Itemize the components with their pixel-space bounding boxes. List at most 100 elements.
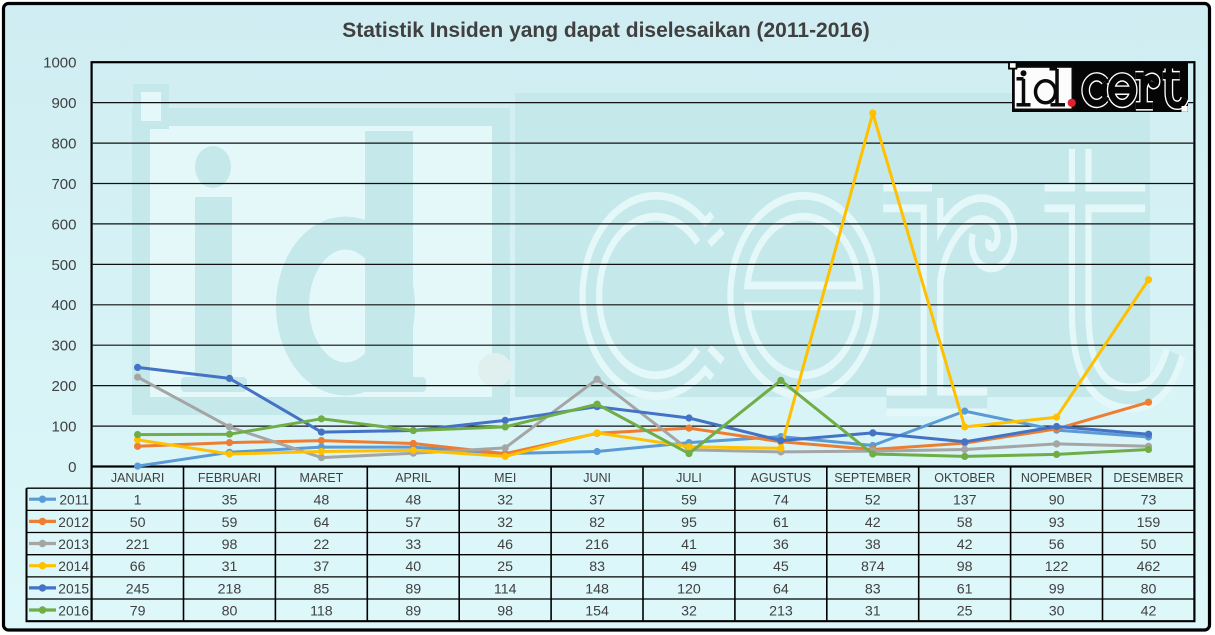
svg-text:100: 100 <box>51 419 76 436</box>
svg-text:218: 218 <box>218 581 242 597</box>
svg-text:32: 32 <box>681 603 697 619</box>
svg-text:JANUARI: JANUARI <box>111 471 164 485</box>
svg-text:DESEMBER: DESEMBER <box>1113 471 1183 485</box>
svg-text:46: 46 <box>497 537 513 553</box>
svg-text:2016: 2016 <box>58 603 89 618</box>
svg-text:33: 33 <box>405 537 421 553</box>
svg-text:37: 37 <box>314 559 330 575</box>
svg-text:400: 400 <box>51 297 76 314</box>
svg-text:40: 40 <box>405 559 421 575</box>
svg-text:25: 25 <box>497 559 513 575</box>
svg-text:OKTOBER: OKTOBER <box>934 471 995 485</box>
svg-text:2014: 2014 <box>58 559 89 574</box>
svg-text:31: 31 <box>865 603 881 619</box>
svg-text:48: 48 <box>314 493 330 509</box>
svg-text:83: 83 <box>865 581 881 597</box>
svg-text:83: 83 <box>589 559 605 575</box>
svg-text:35: 35 <box>222 493 238 509</box>
svg-text:30: 30 <box>1049 603 1065 619</box>
svg-text:73: 73 <box>1141 493 1157 509</box>
svg-text:25: 25 <box>957 603 973 619</box>
svg-text:MEI: MEI <box>494 471 516 485</box>
svg-text:SEPTEMBER: SEPTEMBER <box>834 471 911 485</box>
svg-text:213: 213 <box>769 603 793 619</box>
svg-text:56: 56 <box>1049 537 1065 553</box>
svg-text:59: 59 <box>222 515 238 531</box>
svg-text:2015: 2015 <box>58 581 89 596</box>
svg-text:1000: 1000 <box>43 55 76 72</box>
svg-text:90: 90 <box>1049 493 1065 509</box>
svg-text:61: 61 <box>773 515 789 531</box>
svg-text:AGUSTUS: AGUSTUS <box>751 471 811 485</box>
svg-text:118: 118 <box>310 603 333 619</box>
svg-text:42: 42 <box>1141 603 1157 619</box>
svg-text:22: 22 <box>314 537 330 553</box>
svg-text:36: 36 <box>773 537 789 553</box>
svg-text:42: 42 <box>865 515 881 531</box>
svg-text:64: 64 <box>773 581 789 597</box>
svg-text:137: 137 <box>953 493 977 509</box>
svg-text:154: 154 <box>585 603 609 619</box>
svg-text:80: 80 <box>1141 581 1157 597</box>
svg-text:245: 245 <box>126 581 150 597</box>
svg-text:37: 37 <box>589 493 605 509</box>
svg-text:159: 159 <box>1137 515 1161 531</box>
svg-text:52: 52 <box>865 493 881 509</box>
svg-text:148: 148 <box>585 581 609 597</box>
svg-text:MARET: MARET <box>300 471 344 485</box>
svg-text:48: 48 <box>405 493 421 509</box>
svg-text:50: 50 <box>1141 537 1157 553</box>
svg-text:300: 300 <box>51 338 76 355</box>
svg-text:59: 59 <box>681 493 697 509</box>
svg-text:93: 93 <box>1049 515 1065 531</box>
svg-text:98: 98 <box>957 559 973 575</box>
svg-text:122: 122 <box>1045 559 1069 575</box>
svg-text:95: 95 <box>681 515 697 531</box>
svg-text:FEBRUARI: FEBRUARI <box>198 471 261 485</box>
svg-text:700: 700 <box>51 176 76 193</box>
svg-text:74: 74 <box>773 493 789 509</box>
svg-text:98: 98 <box>222 537 238 553</box>
svg-text:2013: 2013 <box>58 537 89 552</box>
svg-text:Statistik Insiden yang dapat d: Statistik Insiden yang dapat diselesaika… <box>342 19 870 42</box>
svg-text:900: 900 <box>51 95 76 112</box>
svg-text:80: 80 <box>222 603 238 619</box>
svg-text:45: 45 <box>773 559 789 575</box>
svg-text:462: 462 <box>1137 559 1161 575</box>
svg-text:58: 58 <box>957 515 973 531</box>
svg-text:800: 800 <box>51 136 76 153</box>
svg-text:57: 57 <box>405 515 421 531</box>
svg-text:874: 874 <box>861 559 885 575</box>
svg-text:64: 64 <box>314 515 330 531</box>
svg-text:JUNI: JUNI <box>583 471 611 485</box>
svg-text:66: 66 <box>130 559 146 575</box>
svg-text:APRIL: APRIL <box>395 471 431 485</box>
svg-text:85: 85 <box>314 581 330 597</box>
svg-text:200: 200 <box>51 378 76 395</box>
svg-text:42: 42 <box>957 537 973 553</box>
svg-text:500: 500 <box>51 257 76 274</box>
svg-text:0: 0 <box>68 459 76 476</box>
svg-text:61: 61 <box>957 581 973 597</box>
svg-text:221: 221 <box>126 537 150 553</box>
svg-text:32: 32 <box>497 493 513 509</box>
svg-text:120: 120 <box>677 581 701 597</box>
svg-text:114: 114 <box>494 581 517 597</box>
svg-text:31: 31 <box>222 559 238 575</box>
svg-text:216: 216 <box>585 537 609 553</box>
svg-text:79: 79 <box>130 603 146 619</box>
svg-text:1: 1 <box>134 493 142 509</box>
svg-text:89: 89 <box>405 603 421 619</box>
svg-text:32: 32 <box>497 515 513 531</box>
svg-text:41: 41 <box>681 537 697 553</box>
svg-text:2011: 2011 <box>59 493 89 508</box>
svg-text:JULI: JULI <box>676 471 702 485</box>
svg-text:98: 98 <box>497 603 513 619</box>
svg-text:99: 99 <box>1049 581 1065 597</box>
svg-text:38: 38 <box>865 537 881 553</box>
svg-text:NOPEMBER: NOPEMBER <box>1021 471 1093 485</box>
svg-text:2012: 2012 <box>58 515 89 530</box>
svg-text:49: 49 <box>681 559 697 575</box>
svg-text:600: 600 <box>51 216 76 233</box>
svg-text:50: 50 <box>130 515 146 531</box>
